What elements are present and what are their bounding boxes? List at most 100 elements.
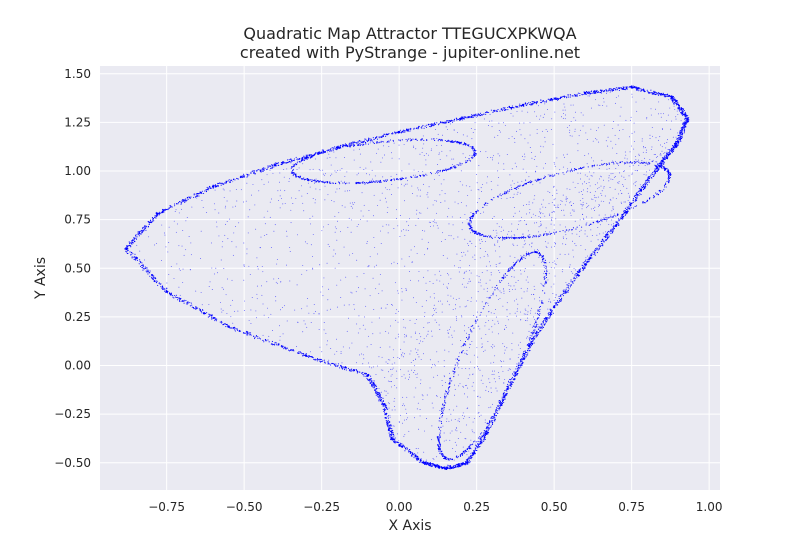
attractor-point xyxy=(410,249,412,251)
attractor-point xyxy=(310,154,312,156)
attractor-point xyxy=(610,88,612,90)
attractor-point xyxy=(570,201,572,203)
attractor-point xyxy=(661,128,663,129)
attractor-point xyxy=(409,130,411,132)
attractor-point xyxy=(548,311,550,313)
attractor-point xyxy=(401,170,403,172)
attractor-point xyxy=(588,153,590,155)
attractor-point xyxy=(496,405,498,407)
attractor-point xyxy=(185,300,187,302)
attractor-point xyxy=(323,226,325,228)
attractor-point xyxy=(469,455,471,457)
attractor-point xyxy=(623,87,625,89)
attractor-point xyxy=(425,463,427,465)
attractor-point xyxy=(434,464,436,466)
attractor-point xyxy=(677,142,679,144)
attractor-point xyxy=(161,288,163,290)
attractor-point xyxy=(585,132,587,134)
attractor-point xyxy=(307,154,309,156)
attractor-point xyxy=(257,169,259,171)
attractor-point xyxy=(446,468,448,470)
attractor-point xyxy=(620,87,622,89)
attractor-point xyxy=(278,343,280,345)
attractor-point xyxy=(290,162,292,164)
attractor-point xyxy=(140,262,142,264)
attractor-point xyxy=(438,175,440,177)
attractor-point xyxy=(545,317,548,319)
attractor-point xyxy=(460,463,462,465)
attractor-point xyxy=(515,374,517,377)
attractor-point xyxy=(382,400,384,403)
attractor-point xyxy=(281,345,283,347)
attractor-point xyxy=(566,284,568,286)
attractor-point xyxy=(481,346,483,348)
attractor-point xyxy=(184,200,186,202)
attractor-point xyxy=(477,412,479,414)
attractor-point xyxy=(576,270,578,272)
attractor-point xyxy=(510,384,512,386)
attractor-point xyxy=(393,228,395,230)
attractor-point xyxy=(133,258,135,260)
attractor-point xyxy=(631,202,633,204)
attractor-point xyxy=(468,462,470,464)
attractor-point xyxy=(144,266,146,268)
attractor-point xyxy=(539,182,541,184)
attractor-point xyxy=(481,241,483,243)
attractor-point xyxy=(531,103,534,105)
attractor-point xyxy=(259,247,261,249)
attractor-point xyxy=(601,240,603,243)
attractor-point xyxy=(488,423,490,425)
attractor-point xyxy=(587,92,589,94)
attractor-point xyxy=(456,427,457,429)
attractor-point xyxy=(360,219,361,220)
attractor-point xyxy=(413,127,415,129)
attractor-point xyxy=(216,184,218,186)
attractor-point xyxy=(380,398,382,401)
attractor-point xyxy=(153,277,155,279)
attractor-point xyxy=(405,287,407,289)
attractor-point xyxy=(672,99,674,102)
attractor-point xyxy=(612,208,614,210)
attractor-point xyxy=(323,152,325,154)
attractor-point xyxy=(382,135,384,137)
attractor-point xyxy=(401,405,403,406)
attractor-point xyxy=(394,362,396,364)
attractor-point xyxy=(534,338,536,340)
attractor-point xyxy=(632,164,634,166)
attractor-point xyxy=(499,407,501,409)
attractor-point xyxy=(474,418,476,419)
attractor-point xyxy=(393,425,395,427)
attractor-point xyxy=(250,172,252,174)
attractor-point xyxy=(415,128,417,130)
attractor-point xyxy=(684,130,686,132)
attractor-point xyxy=(561,294,563,296)
attractor-point xyxy=(143,268,145,270)
attractor-point xyxy=(389,434,392,436)
attractor-point xyxy=(498,322,499,324)
attractor-point xyxy=(200,311,202,313)
attractor-point xyxy=(176,203,178,205)
attractor-point xyxy=(525,355,527,357)
attractor-point xyxy=(426,464,428,466)
attractor-point xyxy=(316,360,318,362)
attractor-point xyxy=(491,421,493,423)
attractor-point xyxy=(199,308,201,310)
attractor-point xyxy=(608,235,610,237)
attractor-point xyxy=(546,109,548,110)
attractor-point xyxy=(401,353,403,355)
attractor-point xyxy=(516,365,518,367)
attractor-point xyxy=(287,349,290,351)
attractor-point xyxy=(142,227,144,229)
attractor-point xyxy=(213,186,215,188)
attractor-point xyxy=(597,127,599,129)
attractor-point xyxy=(682,113,684,115)
attractor-point xyxy=(517,181,519,183)
attractor-point xyxy=(207,316,209,318)
attractor-point xyxy=(364,138,366,140)
attractor-point xyxy=(392,349,394,351)
attractor-point xyxy=(577,270,579,272)
attractor-point xyxy=(444,467,446,469)
attractor-point xyxy=(388,429,390,431)
attractor-point xyxy=(423,461,425,464)
attractor-point xyxy=(416,253,418,254)
